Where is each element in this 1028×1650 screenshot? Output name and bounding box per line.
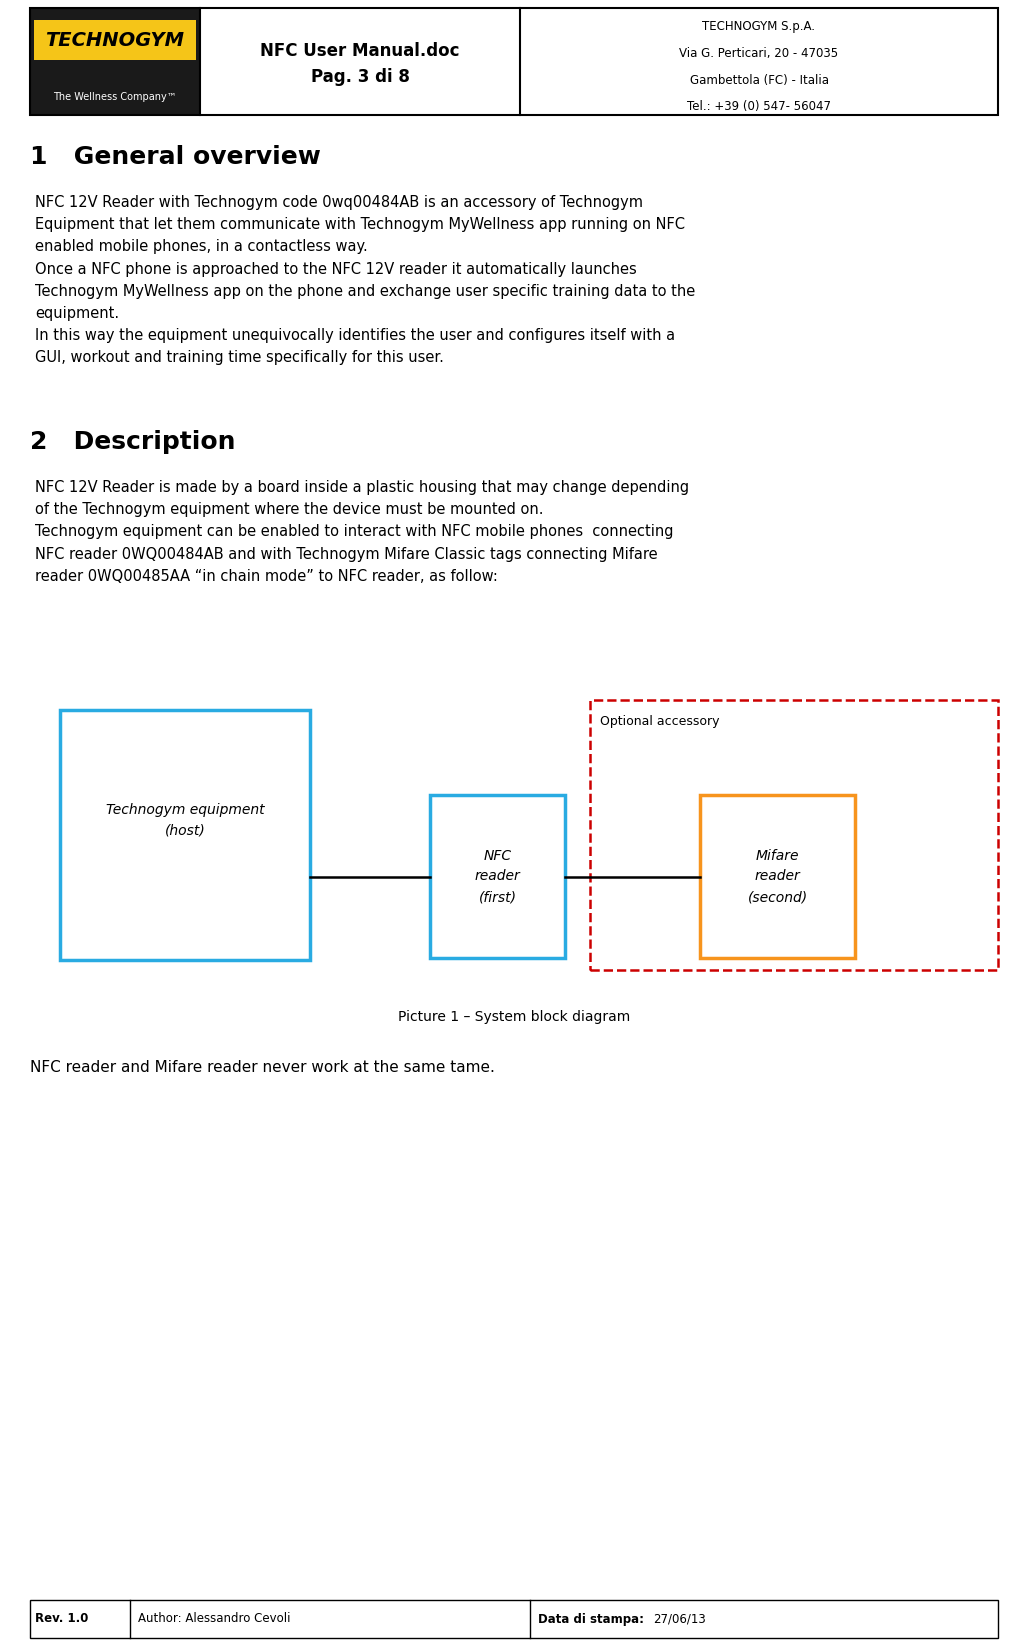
Text: Technogym equipment
(host): Technogym equipment (host) <box>106 802 264 837</box>
Bar <box>60 710 310 960</box>
Text: NFC reader and Mifare reader never work at the same tame.: NFC reader and Mifare reader never work … <box>30 1059 494 1076</box>
Text: Author: Alessandro Cevoli: Author: Alessandro Cevoli <box>138 1612 291 1625</box>
Text: Mifare
reader
(second): Mifare reader (second) <box>747 848 808 904</box>
Text: TECHNOGYM S.p.A.: TECHNOGYM S.p.A. <box>702 20 815 33</box>
Bar <box>30 8 998 116</box>
Text: Picture 1 – System block diagram: Picture 1 – System block diagram <box>398 1010 630 1025</box>
Text: 2   Description: 2 Description <box>30 431 235 454</box>
Bar <box>590 700 998 970</box>
Text: NFC 12V Reader is made by a board inside a plastic housing that may change depen: NFC 12V Reader is made by a board inside… <box>35 480 689 584</box>
Text: NFC User Manual.doc: NFC User Manual.doc <box>260 43 460 61</box>
Text: Gambettola (FC) - Italia: Gambettola (FC) - Italia <box>690 74 829 87</box>
Text: Data di stampa:: Data di stampa: <box>538 1612 644 1625</box>
Text: Tel.: +39 (0) 547- 56047: Tel.: +39 (0) 547- 56047 <box>687 101 831 114</box>
Bar <box>31 8 199 114</box>
Text: Optional accessory: Optional accessory <box>600 716 720 729</box>
Bar <box>30 1600 998 1638</box>
Text: 1   General overview: 1 General overview <box>30 145 321 168</box>
Text: NFC 12V Reader with Technogym code 0wq00484AB is an accessory of Technogym
Equip: NFC 12V Reader with Technogym code 0wq00… <box>35 195 695 365</box>
Text: Rev. 1.0: Rev. 1.0 <box>35 1612 88 1625</box>
Text: Pag. 3 di 8: Pag. 3 di 8 <box>310 68 409 86</box>
Bar <box>430 795 565 959</box>
Bar <box>34 20 196 59</box>
Bar <box>700 795 855 959</box>
Text: Via G. Perticari, 20 - 47035: Via G. Perticari, 20 - 47035 <box>680 46 839 59</box>
Text: NFC
reader
(first): NFC reader (first) <box>475 848 520 904</box>
Text: 27/06/13: 27/06/13 <box>653 1612 706 1625</box>
Text: The Wellness Company™: The Wellness Company™ <box>53 92 177 102</box>
Text: TECHNOGYM: TECHNOGYM <box>45 30 184 50</box>
